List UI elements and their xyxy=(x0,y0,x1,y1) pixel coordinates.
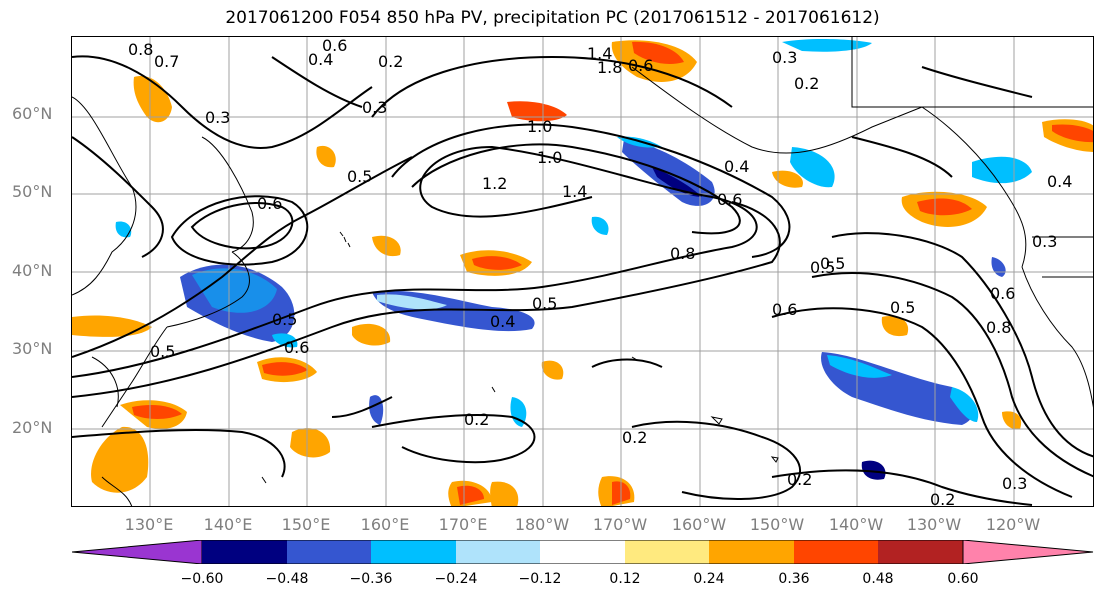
lon-label: 180°W xyxy=(514,515,570,534)
contour-label: 0.2 xyxy=(930,490,955,507)
contour-label: 0.4 xyxy=(308,50,333,69)
map-panel: 0.8 0.7 0.6 0.4 0.2 0.3 0.3 1.4 1.8 0.6 … xyxy=(71,36,1094,507)
contour-label: 0.2 xyxy=(378,52,403,71)
contour-label: 0.6 xyxy=(990,284,1015,303)
colorbar-bin xyxy=(371,540,456,564)
colorbar-bin xyxy=(625,540,709,564)
colorbar-extend-low xyxy=(72,540,203,564)
map-canvas: 0.8 0.7 0.6 0.4 0.2 0.3 0.3 1.4 1.8 0.6 … xyxy=(72,37,1093,507)
colorbar-bin xyxy=(540,540,625,564)
lat-label: 60°N xyxy=(12,104,53,123)
colorbar-tick: 0.48 xyxy=(862,571,894,587)
contour-label: 0.6 xyxy=(628,56,653,75)
contour-label: 0.3 xyxy=(1032,232,1057,251)
contour-label: 0.8 xyxy=(986,318,1011,337)
contour-label: 1.8 xyxy=(597,58,622,77)
contour-label: 0.8 xyxy=(128,40,153,59)
colorbar-tick: −0.12 xyxy=(518,571,562,587)
contour-label: 0.5 xyxy=(810,258,835,277)
lon-label: 170°E xyxy=(438,515,488,534)
map-title: 2017061200 F054 850 hPa PV, precipitatio… xyxy=(225,8,880,28)
lon-label: 150°E xyxy=(281,515,331,534)
coastlines xyxy=(72,37,1093,506)
contour-label: 0.6 xyxy=(322,37,347,55)
contour-label: 0.3 xyxy=(362,98,387,117)
colorbar-tick: 0.12 xyxy=(609,571,641,587)
contour-label: 0.5 xyxy=(150,342,175,361)
contour-label: 0.3 xyxy=(1002,474,1027,493)
contour-label: 0.6 xyxy=(772,300,797,319)
contour-labels: 0.8 0.7 0.6 0.4 0.2 0.3 0.3 1.4 1.8 0.6 … xyxy=(128,37,1072,507)
lat-label: 50°N xyxy=(12,182,53,201)
lat-label: 30°N xyxy=(12,339,53,358)
lon-label: 140°E xyxy=(203,515,253,534)
colorbar-tick: −0.48 xyxy=(265,571,309,587)
colorbar-bin xyxy=(287,540,371,564)
colorbar-bin xyxy=(878,540,963,564)
pv-contours xyxy=(72,55,1093,506)
contour-label: 0.5 xyxy=(532,294,557,313)
contour-label: 0.2 xyxy=(787,470,812,489)
lon-label: 120°W xyxy=(985,515,1041,534)
contour-label: 0.4 xyxy=(1047,172,1072,191)
lat-label: 40°N xyxy=(12,261,53,280)
contour-label: 1.4 xyxy=(587,44,612,63)
colorbar-tick: 0.24 xyxy=(693,571,725,587)
contour-label: 0.7 xyxy=(154,52,179,71)
contour-label: 0.6 xyxy=(717,190,742,209)
contour-label: 0.6 xyxy=(257,194,282,213)
contour-label: 0.5 xyxy=(820,254,845,273)
contour-label: 0.5 xyxy=(272,310,297,329)
lon-label: 170°W xyxy=(592,515,648,534)
lon-label: 140°W xyxy=(828,515,884,534)
lon-label: 130°E xyxy=(124,515,174,534)
colorbar-tick: 0.60 xyxy=(947,571,979,587)
contour-label: 0.4 xyxy=(724,157,749,176)
colorbar-tick: −0.24 xyxy=(434,571,478,587)
map-gridlines xyxy=(72,37,1093,506)
lon-label: 130°W xyxy=(906,515,962,534)
colorbar-tick: −0.36 xyxy=(349,571,393,587)
contour-label: 1.0 xyxy=(537,148,562,167)
contour-label: 1.4 xyxy=(562,182,587,201)
colorbar-bin xyxy=(202,540,287,564)
lat-label: 20°N xyxy=(12,418,53,437)
contour-label: 0.5 xyxy=(347,167,372,186)
colorbar-bin xyxy=(456,540,540,564)
contour-label: 0.8 xyxy=(670,244,695,263)
lon-label: 150°W xyxy=(749,515,805,534)
contour-label: 0.2 xyxy=(794,74,819,93)
precip-negative-shading xyxy=(115,39,1032,480)
contour-label: 0.2 xyxy=(464,410,489,429)
contour-label: 0.3 xyxy=(205,108,230,127)
contour-label: 0.2 xyxy=(622,428,647,447)
contour-label: 1.0 xyxy=(527,117,552,136)
lon-label: 160°W xyxy=(671,515,727,534)
colorbar-tick: −0.60 xyxy=(180,571,224,587)
contour-label: 0.4 xyxy=(490,312,515,331)
colorbar-tick: 0.36 xyxy=(778,571,810,587)
precip-positive-shading xyxy=(72,40,1093,506)
contour-label: 0.5 xyxy=(890,298,915,317)
lon-label: 160°E xyxy=(360,515,410,534)
contour-label: 0.3 xyxy=(772,48,797,67)
colorbar-extend-high xyxy=(962,540,1094,564)
colorbar-bin xyxy=(794,540,878,564)
contour-label: 1.2 xyxy=(482,174,507,193)
colorbar-bin xyxy=(709,540,794,564)
contour-label: 0.6 xyxy=(284,338,309,357)
colorbar xyxy=(72,540,1094,564)
